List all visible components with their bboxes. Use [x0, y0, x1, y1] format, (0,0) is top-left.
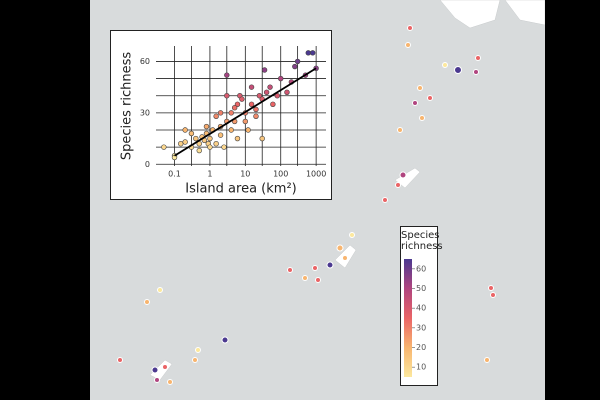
- colorbar: 10 20 30 40 50 60: [404, 259, 426, 377]
- point: [161, 144, 167, 150]
- x-axis-label: Island area (km²): [185, 182, 296, 197]
- point: [228, 127, 234, 133]
- fit-line: [174, 67, 317, 157]
- legend-title: Species richness: [401, 230, 443, 252]
- point: [248, 84, 255, 90]
- point: [261, 67, 268, 73]
- colorbar-tick-label: 10: [416, 363, 426, 372]
- colorbar-tick-label: 60: [416, 264, 426, 273]
- point: [171, 154, 178, 161]
- point: [253, 113, 259, 119]
- legend: Species richness 10 20 30 40 50 60: [400, 226, 443, 386]
- point: [224, 93, 230, 99]
- point: [278, 75, 284, 82]
- point: [213, 113, 219, 119]
- x-tick-label: 1000: [306, 170, 326, 179]
- point: [284, 89, 290, 95]
- point: [213, 141, 219, 147]
- point: [294, 58, 301, 65]
- point: [178, 141, 184, 147]
- y-axis-label: Species richness: [120, 52, 135, 161]
- point: [188, 130, 195, 137]
- colorbar-tick-label: 50: [416, 284, 426, 293]
- point: [228, 110, 234, 116]
- point: [309, 50, 316, 56]
- point: [259, 135, 265, 142]
- point: [207, 144, 213, 150]
- colorbar-tick-label: 40: [416, 304, 426, 313]
- y-tick-label: 30: [140, 108, 150, 117]
- point: [196, 147, 202, 154]
- x-tick-label: 0.1: [168, 170, 181, 179]
- point: [292, 63, 298, 70]
- colorbar-tick-label: 30: [416, 323, 426, 332]
- point: [256, 93, 263, 99]
- point: [224, 72, 230, 78]
- point: [242, 118, 249, 125]
- point: [234, 135, 241, 142]
- inset-chart: Species richness Island area (km²) 0.1 1 1…: [110, 30, 332, 200]
- point: [207, 135, 213, 142]
- x-tick-label: 1: [207, 170, 212, 179]
- y-tick-label: 60: [140, 57, 150, 66]
- colorbar-tick-label: 20: [416, 343, 426, 352]
- point: [217, 132, 224, 138]
- point: [182, 127, 188, 133]
- point: [270, 101, 276, 107]
- point: [182, 139, 188, 145]
- point: [253, 106, 259, 113]
- point: [217, 110, 224, 116]
- point: [203, 123, 210, 130]
- point: [263, 89, 270, 95]
- point: [231, 105, 238, 111]
- point: [193, 135, 199, 142]
- point: [248, 101, 255, 107]
- point: [221, 144, 227, 150]
- colorbar-scale: [404, 259, 412, 377]
- point: [267, 84, 273, 90]
- point: [239, 96, 245, 102]
- point: [234, 101, 241, 107]
- x-tick-label: 100: [273, 170, 288, 179]
- point: [245, 127, 251, 133]
- point: [305, 50, 311, 56]
- scatter-chart: Species richness Island area (km²) 0.1 1 1…: [120, 46, 326, 197]
- map-points: [117, 25, 496, 385]
- x-tick-label: 10: [240, 170, 250, 179]
- y-tick-label: 0: [145, 160, 150, 169]
